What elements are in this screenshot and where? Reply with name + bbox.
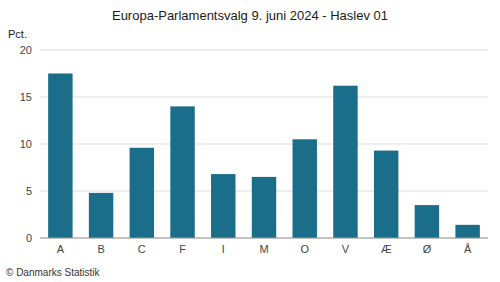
- bar: [333, 86, 357, 238]
- bar: [48, 74, 72, 239]
- y-axis-label: Pct.: [8, 28, 27, 40]
- title: Europa-Parlamentsvalg 9. juni 2024 - Has…: [112, 8, 388, 23]
- x-tick-label: V: [342, 243, 350, 255]
- bar: [455, 225, 479, 238]
- bar: [252, 177, 276, 238]
- y-tick-label: 0: [26, 232, 32, 244]
- chart-container: Europa-Parlamentsvalg 9. juni 2024 - Has…: [0, 0, 500, 282]
- y-tick-label: 10: [20, 138, 32, 150]
- x-tick-label: I: [222, 243, 225, 255]
- x-tick-label: M: [259, 243, 268, 255]
- chart-svg: Europa-Parlamentsvalg 9. juni 2024 - Has…: [0, 0, 500, 282]
- y-tick-label: 15: [20, 91, 32, 103]
- x-axis-line: [40, 238, 488, 239]
- grid-line: [40, 144, 488, 145]
- x-tick-label: Å: [464, 243, 472, 255]
- grid-line: [40, 238, 488, 239]
- grid-line: [40, 97, 488, 98]
- bar: [211, 174, 235, 238]
- x-tick-label: A: [57, 243, 65, 255]
- bar: [130, 148, 154, 238]
- bar: [293, 139, 317, 238]
- footer: © Danmarks Statistik: [6, 267, 101, 278]
- bar: [374, 151, 398, 238]
- y-tick-label: 5: [26, 185, 32, 197]
- x-tick-label: O: [300, 243, 309, 255]
- y-grid: [40, 50, 488, 238]
- x-tick-label: F: [179, 243, 186, 255]
- bars: [48, 74, 480, 239]
- y-tick-label: 20: [20, 44, 32, 56]
- x-tick-label: Ø: [423, 243, 432, 255]
- bar: [89, 193, 113, 238]
- x-tick-label: C: [138, 243, 146, 255]
- grid-line: [40, 50, 488, 51]
- x-tick-label: B: [97, 243, 104, 255]
- x-tick-label: Æ: [381, 243, 392, 255]
- bar: [170, 106, 194, 238]
- bar: [415, 205, 439, 238]
